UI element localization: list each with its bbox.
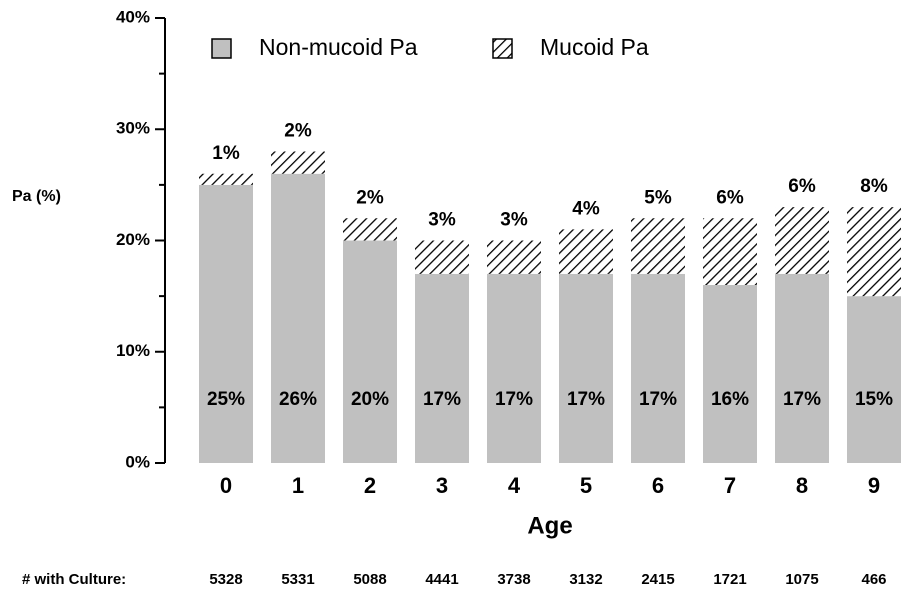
value-label: 3% xyxy=(500,210,528,231)
legend-label: Mucoid Pa xyxy=(540,34,649,60)
y-tick-label: 40% xyxy=(116,7,150,26)
x-tick-label: 1 xyxy=(292,473,304,498)
x-tick-label: 5 xyxy=(580,473,592,498)
y-axis-label: Pa (%) xyxy=(12,188,61,205)
bar-segment xyxy=(775,273,829,463)
bar-segment xyxy=(271,173,325,463)
legend-swatch xyxy=(492,38,513,59)
legend-label: Non-mucoid Pa xyxy=(259,34,418,60)
bar-segment xyxy=(775,207,829,274)
value-label: 6% xyxy=(788,176,816,197)
value-label: 4% xyxy=(572,198,600,219)
bar-segment xyxy=(487,273,541,463)
value-label: 2% xyxy=(356,187,384,208)
x-tick-label: 2 xyxy=(364,473,376,498)
x-tick-label: 3 xyxy=(436,473,448,498)
culture-count: 5328 xyxy=(209,571,242,588)
culture-count: 3738 xyxy=(497,571,530,588)
x-axis-label: Age xyxy=(527,512,572,539)
y-tick-label: 30% xyxy=(116,119,150,138)
value-label: 17% xyxy=(567,389,605,410)
y-tick-label: 0% xyxy=(125,452,150,471)
culture-count: 4441 xyxy=(425,571,458,588)
bar-segment xyxy=(343,240,397,463)
bar-segment xyxy=(343,218,397,241)
value-label: 17% xyxy=(783,389,821,410)
y-tick-label: 10% xyxy=(116,341,150,360)
bar-segment xyxy=(847,207,901,297)
bar-segment xyxy=(487,240,541,274)
legend-swatch xyxy=(211,38,232,59)
bar-segment xyxy=(703,218,757,285)
value-label: 3% xyxy=(428,210,456,231)
value-label: 1% xyxy=(212,143,240,164)
bar-segment xyxy=(631,273,685,463)
culture-count: 3132 xyxy=(569,571,602,588)
x-tick-label: 8 xyxy=(796,473,808,498)
x-tick-label: 7 xyxy=(724,473,736,498)
culture-count: 5088 xyxy=(353,571,386,588)
culture-count: 1721 xyxy=(713,571,746,588)
bar-segment xyxy=(415,273,469,463)
culture-count: 1075 xyxy=(785,571,818,588)
value-label: 2% xyxy=(284,121,312,142)
bar-segment xyxy=(415,240,469,274)
bar-segment xyxy=(631,218,685,274)
x-tick-label: 6 xyxy=(652,473,664,498)
bar-segment xyxy=(847,296,901,463)
value-label: 8% xyxy=(860,176,888,197)
bar-segment xyxy=(199,184,253,463)
value-label: 17% xyxy=(639,389,677,410)
culture-count: 2415 xyxy=(641,571,674,588)
culture-label: # with Culture: xyxy=(22,571,126,588)
bar-segment xyxy=(271,151,325,174)
value-label: 26% xyxy=(279,389,317,410)
value-label: 5% xyxy=(644,187,672,208)
value-label: 6% xyxy=(716,187,744,208)
x-tick-label: 4 xyxy=(508,473,521,498)
x-tick-label: 9 xyxy=(868,473,880,498)
culture-count: 5331 xyxy=(281,571,314,588)
value-label: 25% xyxy=(207,389,245,410)
value-label: 17% xyxy=(495,389,533,410)
value-label: 16% xyxy=(711,389,749,410)
value-label: 15% xyxy=(855,389,893,410)
value-label: 20% xyxy=(351,389,389,410)
bar-segment xyxy=(559,273,613,463)
value-label: 17% xyxy=(423,389,461,410)
bar-segment xyxy=(703,285,757,463)
bar-segment xyxy=(559,229,613,274)
x-tick-label: 0 xyxy=(220,473,232,498)
bar-segment xyxy=(199,173,253,185)
culture-count: 466 xyxy=(861,571,886,588)
y-tick-label: 20% xyxy=(116,230,150,249)
